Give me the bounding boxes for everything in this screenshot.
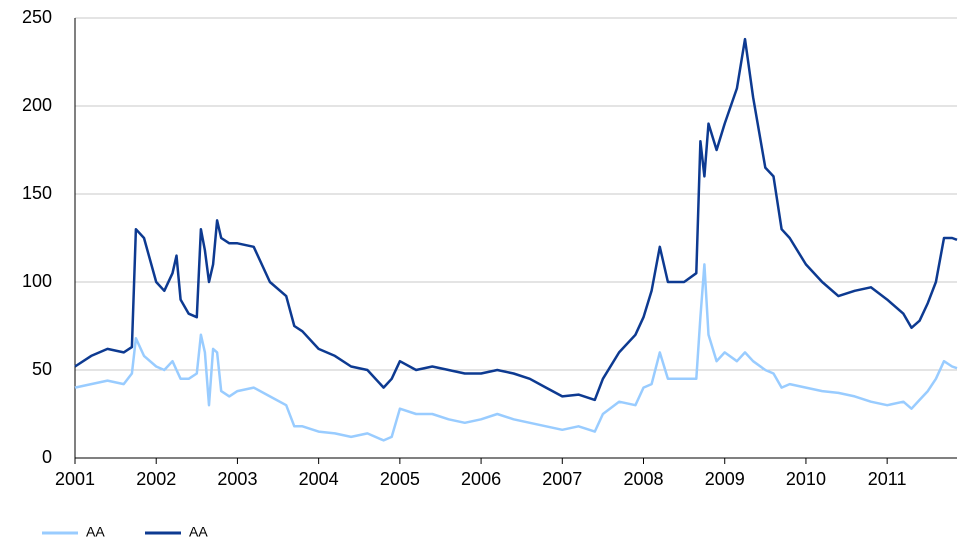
y-tick-label: 200 xyxy=(22,95,52,115)
legend-label: AA xyxy=(189,524,208,540)
x-tick-label: 2007 xyxy=(542,469,582,489)
x-tick-label: 2001 xyxy=(55,469,95,489)
y-tick-label: 100 xyxy=(22,271,52,291)
x-tick-label: 2011 xyxy=(868,469,907,489)
y-tick-label: 150 xyxy=(22,183,52,203)
y-tick-label: 250 xyxy=(22,7,52,27)
series-line xyxy=(74,37,958,402)
legend-label: AA xyxy=(86,524,105,540)
y-tick-label: 0 xyxy=(42,447,52,467)
x-tick-label: 2004 xyxy=(299,469,339,489)
x-tick-label: 2008 xyxy=(623,469,663,489)
series-line xyxy=(74,263,958,442)
x-tick-label: 2002 xyxy=(136,469,176,489)
x-tick-label: 2009 xyxy=(705,469,745,489)
x-tick-label: 2006 xyxy=(461,469,501,489)
x-tick-label: 2003 xyxy=(217,469,257,489)
x-tick-label: 2005 xyxy=(380,469,420,489)
x-tick-label: 2010 xyxy=(786,469,826,489)
y-tick-label: 50 xyxy=(32,359,52,379)
